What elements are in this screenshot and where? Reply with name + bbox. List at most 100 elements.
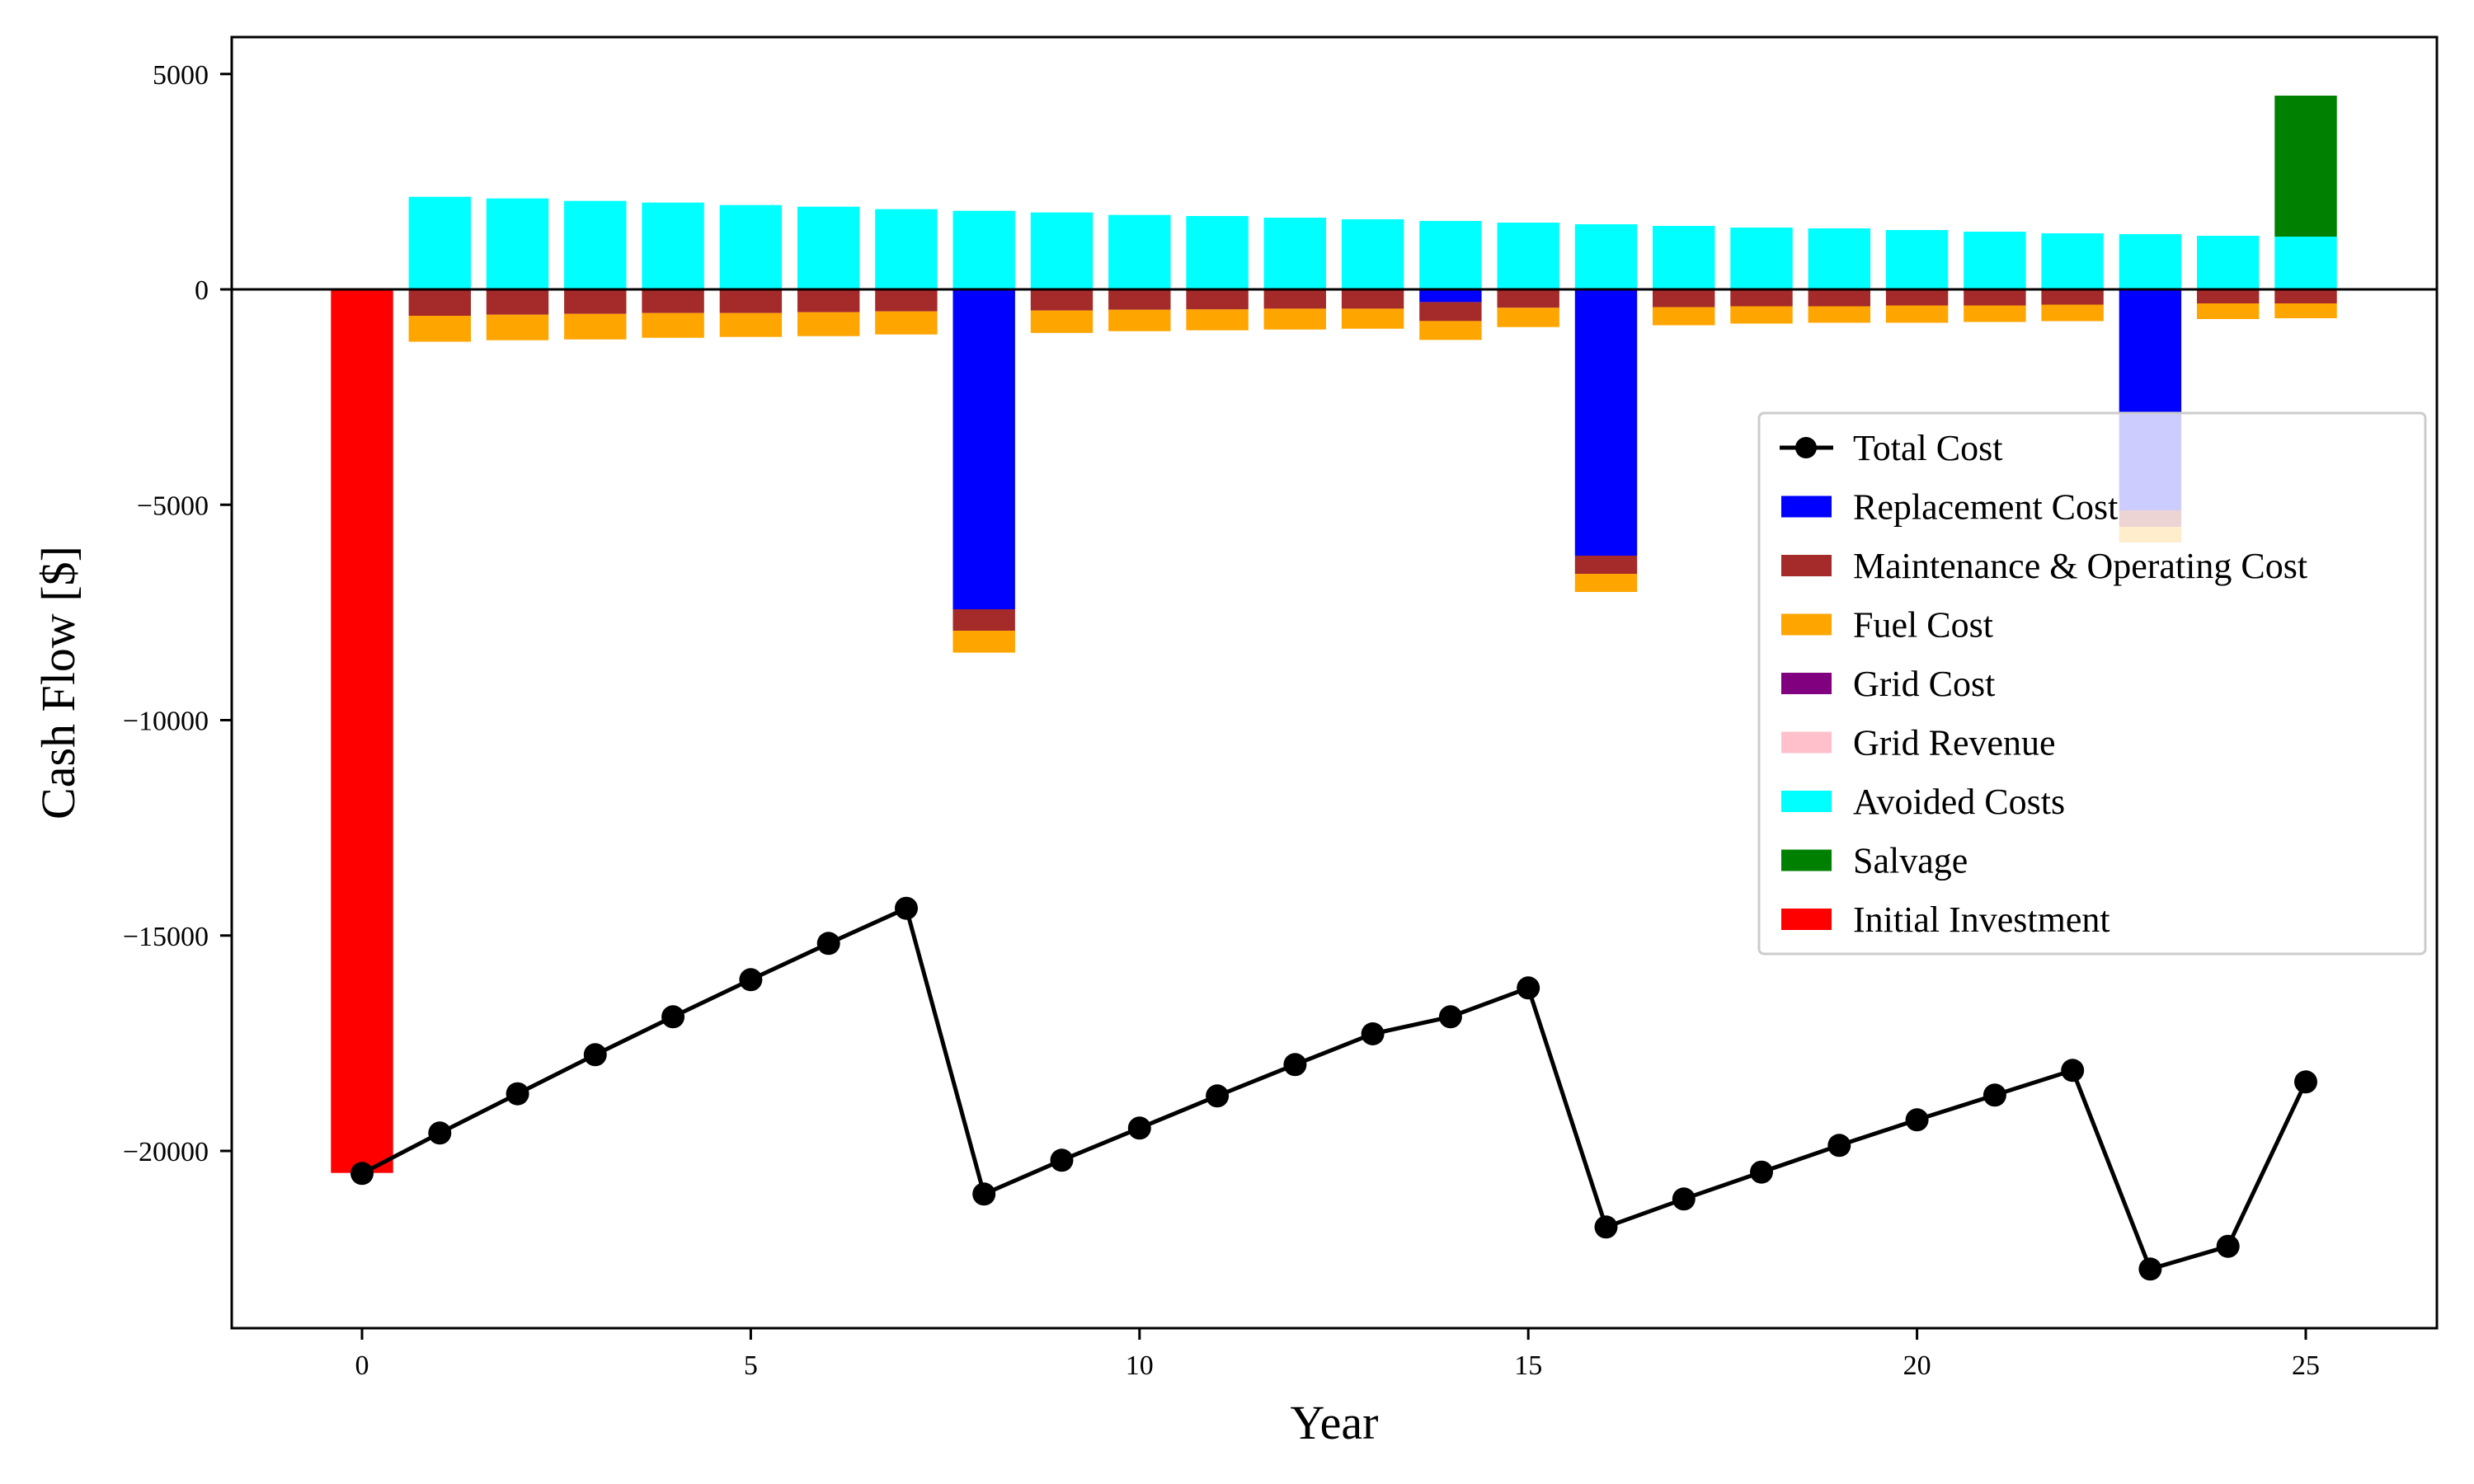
legend-label: Fuel Cost xyxy=(1853,605,1993,646)
total-cost-point-year-25 xyxy=(2294,1070,2317,1094)
bar-maintenance-and-operating-cost-year-3 xyxy=(564,289,627,314)
bar-maintenance-and-operating-cost-year-12 xyxy=(1263,289,1326,309)
bar-avoided-costs-year-7 xyxy=(875,209,938,289)
bar-avoided-costs-year-23 xyxy=(2119,234,2182,289)
bar-maintenance-and-operating-cost-year-22 xyxy=(2041,289,2104,305)
bar-avoided-costs-year-17 xyxy=(1653,226,1715,289)
y-axis-ticks: 5000 0 −5000 −10000 −15000 −20000 xyxy=(123,60,232,1167)
y-axis-label: Cash Flow [$] xyxy=(31,546,85,819)
bar-avoided-costs-year-1 xyxy=(408,196,471,289)
bar-maintenance-and-operating-cost-year-13 xyxy=(1341,289,1404,309)
legend-marker-swatch xyxy=(1795,437,1817,458)
bar-fuel-cost-year-21 xyxy=(1964,305,2026,322)
bar-avoided-costs-year-19 xyxy=(1808,228,1870,289)
bar-fuel-cost-year-14 xyxy=(1419,321,1482,340)
bar-avoided-costs-year-3 xyxy=(564,200,627,289)
legend-item-maintenance-and-operating-cost: Maintenance & Operating Cost xyxy=(1781,546,2307,586)
bar-fuel-cost-year-7 xyxy=(875,311,938,335)
legend-item-total-cost: Total Cost xyxy=(1780,428,2002,468)
total-cost-point-year-11 xyxy=(1206,1084,1230,1108)
total-cost-point-year-7 xyxy=(895,896,918,920)
legend-color-swatch xyxy=(1781,555,1832,576)
bar-replacement-cost-year-8 xyxy=(952,289,1015,609)
total-cost-point-year-20 xyxy=(1905,1108,1929,1132)
total-cost-point-year-1 xyxy=(428,1121,452,1145)
total-cost-line xyxy=(360,906,2308,1271)
x-tick-label: 15 xyxy=(1514,1350,1542,1381)
bar-avoided-costs-year-4 xyxy=(642,202,704,289)
bar-replacement-cost-year-16 xyxy=(1574,289,1638,556)
total-cost-point-year-19 xyxy=(1827,1134,1851,1158)
bar-avoided-costs-year-11 xyxy=(1186,216,1249,289)
legend-color-swatch xyxy=(1781,909,1832,930)
y-tick-label: −5000 xyxy=(137,491,209,521)
total-cost-point-year-18 xyxy=(1750,1160,1773,1184)
legend-item-avoided-costs: Avoided Costs xyxy=(1781,782,2065,822)
legend-item-fuel-cost: Fuel Cost xyxy=(1781,605,1993,646)
total-cost-line-group xyxy=(350,896,2317,1281)
bar-maintenance-and-operating-cost-year-2 xyxy=(486,289,549,315)
total-cost-point-year-4 xyxy=(661,1005,685,1029)
bar-avoided-costs-year-16 xyxy=(1574,224,1638,289)
total-cost-point-year-10 xyxy=(1127,1116,1151,1140)
bar-maintenance-and-operating-cost-year-4 xyxy=(642,289,704,313)
legend-color-swatch xyxy=(1781,791,1832,812)
legend: Total Cost Replacement Cost Maintenance & … xyxy=(1757,411,2427,956)
bar-maintenance-and-operating-cost-year-5 xyxy=(719,289,783,313)
legend-box xyxy=(1757,411,2427,956)
total-cost-point-year-8 xyxy=(972,1182,996,1206)
bar-fuel-cost-year-8 xyxy=(952,631,1015,653)
bar-avoided-costs-year-14 xyxy=(1419,221,1482,289)
y-tick-label: 5000 xyxy=(153,60,209,91)
bar-avoided-costs-year-8 xyxy=(952,210,1015,289)
bar-avoided-costs-year-24 xyxy=(2197,236,2260,289)
legend-item-salvage: Salvage xyxy=(1781,841,1968,881)
total-cost-point-year-14 xyxy=(1438,1005,1462,1029)
bar-maintenance-and-operating-cost-year-16 xyxy=(1574,556,1638,574)
bar-avoided-costs-year-13 xyxy=(1341,219,1404,289)
total-cost-point-year-16 xyxy=(1594,1215,1618,1239)
bar-avoided-costs-year-9 xyxy=(1030,212,1094,289)
bar-maintenance-and-operating-cost-year-6 xyxy=(797,289,860,312)
bar-maintenance-and-operating-cost-year-15 xyxy=(1497,289,1559,308)
bar-maintenance-and-operating-cost-year-14 xyxy=(1419,302,1482,322)
legend-color-swatch xyxy=(1781,613,1832,636)
bar-maintenance-and-operating-cost-year-10 xyxy=(1108,289,1171,310)
legend-item-replacement-cost: Replacement Cost xyxy=(1781,487,2118,528)
x-axis-label: Year xyxy=(1291,1396,1379,1449)
bar-avoided-costs-year-22 xyxy=(2041,233,2104,289)
bar-maintenance-and-operating-cost-year-20 xyxy=(1885,289,1949,306)
bar-fuel-cost-year-19 xyxy=(1808,306,1870,323)
bar-fuel-cost-year-11 xyxy=(1186,309,1249,331)
bar-fuel-cost-year-13 xyxy=(1341,308,1404,329)
bar-fuel-cost-year-1 xyxy=(408,316,471,342)
legend-item-grid-revenue: Grid Revenue xyxy=(1781,723,2056,763)
bar-avoided-costs-year-12 xyxy=(1263,218,1326,289)
bar-maintenance-and-operating-cost-year-17 xyxy=(1653,289,1715,308)
bar-fuel-cost-year-9 xyxy=(1030,310,1094,333)
bar-fuel-cost-year-15 xyxy=(1497,308,1559,327)
legend-label: Total Cost xyxy=(1853,428,2002,468)
bar-maintenance-and-operating-cost-year-24 xyxy=(2197,289,2260,303)
bar-maintenance-and-operating-cost-year-1 xyxy=(408,289,471,316)
legend-label: Replacement Cost xyxy=(1853,487,2118,528)
bar-initial-investment-year-0 xyxy=(331,289,393,1173)
bar-fuel-cost-year-22 xyxy=(2041,304,2104,322)
bar-fuel-cost-year-18 xyxy=(1730,306,1793,324)
total-cost-point-year-2 xyxy=(506,1082,529,1106)
axes-frame xyxy=(230,35,2439,1330)
total-cost-point-year-21 xyxy=(1982,1083,2006,1107)
bar-fuel-cost-year-3 xyxy=(564,313,627,340)
legend-label: Maintenance & Operating Cost xyxy=(1853,546,2307,586)
bar-fuel-cost-year-25 xyxy=(2274,303,2337,318)
bar-fuel-cost-year-2 xyxy=(486,314,549,340)
bar-avoided-costs-year-20 xyxy=(1885,230,1949,289)
total-cost-point-year-3 xyxy=(583,1043,607,1067)
legend-item-initial-investment: Initial Investment xyxy=(1781,899,2110,940)
total-cost-point-year-15 xyxy=(1517,976,1540,1000)
total-cost-point-year-5 xyxy=(739,968,763,992)
legend-color-swatch xyxy=(1781,673,1832,694)
bar-avoided-costs-year-21 xyxy=(1964,232,2026,289)
legend-color-swatch xyxy=(1781,495,1832,518)
